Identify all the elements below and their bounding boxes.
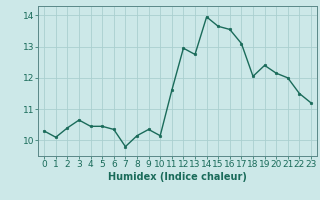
X-axis label: Humidex (Indice chaleur): Humidex (Indice chaleur) — [108, 172, 247, 182]
